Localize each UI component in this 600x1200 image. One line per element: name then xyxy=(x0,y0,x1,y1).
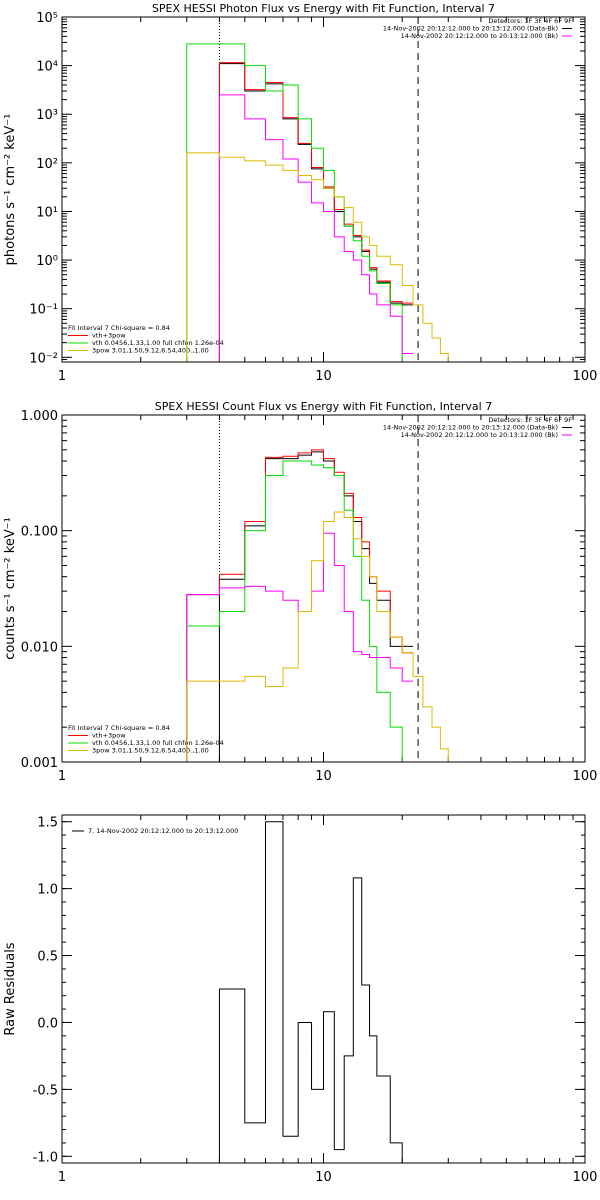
y-tick-label: 10⁻¹ xyxy=(29,303,58,318)
series-line-4 xyxy=(186,511,460,762)
photon-flux-ylabel: photons s⁻¹ cm⁻² keV⁻¹ xyxy=(3,114,18,266)
series-line-2 xyxy=(186,460,414,762)
fit-legend-line: vth+3pow xyxy=(92,732,126,740)
plot-frame xyxy=(61,814,586,1164)
y-tick-label: 10⁴ xyxy=(36,60,58,75)
series-line-4 xyxy=(186,152,460,362)
fit-legend-line: vth+3pow xyxy=(92,332,126,340)
x-tick-label: 100 xyxy=(573,1170,598,1185)
plot-frame xyxy=(61,16,586,363)
x-minor-ticks xyxy=(140,17,574,362)
y-tick-label: 10¹ xyxy=(36,205,58,220)
x-tick-label: 10 xyxy=(315,369,332,384)
photon-flux-title: SPEX HESSI Photon Flux vs Energy with Fi… xyxy=(152,2,495,15)
fit-legend-line: vth 0.0456,1.33,1.00 full chfon 1.26e-04 xyxy=(92,739,224,747)
fit-legend-line: 3pow 3.01,1.50,9.12,6.54,400.,1.00 xyxy=(92,347,209,355)
fit-legend-line: Fit Interval 7 Chi-square = 0.84 xyxy=(68,724,170,732)
y-tick-label: 10⁵ xyxy=(36,11,58,26)
count-flux-panel: SPEX HESSI Count Flux vs Energy with Fit… xyxy=(3,400,597,784)
x-tick-label: 100 xyxy=(573,769,598,784)
count-flux-title: SPEX HESSI Count Flux vs Energy with Fit… xyxy=(155,400,492,413)
fit-legend-line: 3pow 3.01,1.50,9.12,6.54,400.,1.00 xyxy=(92,747,209,755)
legend-label: 7. 14-Nov-2002 20:12:12.000 to 20:13:12.… xyxy=(88,827,238,835)
x-tick-label: 100 xyxy=(573,369,598,384)
count-flux-fit-legend: Fit Interval 7 Chi-square = 0.84 vth+3po… xyxy=(68,724,224,755)
fit-legend-line: Fit Interval 7 Chi-square = 0.84 xyxy=(68,324,170,332)
series-line-3 xyxy=(186,532,414,762)
info-line: 14-Nov-2002 20:12:12.000 to 20:13:12.000… xyxy=(383,25,558,33)
info-line: 14-Nov-2002 20:12:12.000 to 20:13:12.000… xyxy=(401,431,558,439)
info-line: Detectors: 1F 3F 4F 6F 9F xyxy=(488,17,572,25)
x-tick-label: 10 xyxy=(315,1170,332,1185)
plot-frame xyxy=(61,414,586,763)
x-tick-label: 1 xyxy=(58,369,66,384)
series-line-1 xyxy=(186,449,414,762)
y-tick-label: 0.001 xyxy=(21,756,58,771)
y-tick-label: 1.000 xyxy=(21,409,58,424)
photon-flux-info: Detectors: 1F 3F 4F 6F 9F 14-Nov-2002 20… xyxy=(383,17,572,40)
x-tick-label: 10 xyxy=(315,769,332,784)
fit-legend-line: vth 0.0456,1.33,1.00 full chfon 1.26e-04 xyxy=(92,339,224,347)
info-line: 14-Nov-2002 20:12:12.000 to 20:13:12.000… xyxy=(383,424,558,432)
y-tick-label: -1.0 xyxy=(33,1150,58,1165)
photon-flux-fit-legend: Fit Interval 7 Chi-square = 0.84 vth+3po… xyxy=(68,324,224,355)
info-line: Detectors: 1F 3F 4F 6F 9F xyxy=(488,416,572,424)
photon-flux-panel: SPEX HESSI Photon Flux vs Energy with Fi… xyxy=(3,2,597,384)
residuals-legend: 7. 14-Nov-2002 20:12:12.000 to 20:13:12.… xyxy=(88,827,238,835)
series-line-3 xyxy=(218,94,414,362)
y-tick-label: 1.0 xyxy=(37,883,58,898)
count-flux-info: Detectors: 1F 3F 4F 6F 9F 14-Nov-2002 20… xyxy=(383,416,572,439)
y-tick-label: 0.100 xyxy=(21,525,58,540)
series-line-1 xyxy=(218,62,414,362)
y-tick-label: 10⁻² xyxy=(29,351,58,366)
residuals-panel: Raw Residuals 7. 14-Nov-2002 20:12:12.00… xyxy=(3,814,598,1185)
series-line-2 xyxy=(186,43,414,362)
y-tick-label: -0.5 xyxy=(33,1083,58,1098)
residuals-ylabel: Raw Residuals xyxy=(3,942,18,1035)
y-tick-label: 10³ xyxy=(36,108,58,123)
y-tick-label: 10⁰ xyxy=(36,254,58,269)
count-flux-ylabel: counts s⁻¹ cm⁻² keV⁻¹ xyxy=(3,517,18,660)
y-tick-label: 0.5 xyxy=(37,950,58,965)
info-line: 14-Nov-2002 20:12:12.000 to 20:13:12.000… xyxy=(401,32,558,40)
x-tick-label: 1 xyxy=(58,769,66,784)
y-tick-label: 0.010 xyxy=(21,640,58,655)
series-line-0 xyxy=(218,821,414,1163)
y-tick-label: 0.0 xyxy=(37,1016,58,1031)
series-line-0 xyxy=(218,451,414,762)
x-tick-label: 1 xyxy=(58,1170,66,1185)
series-line-0 xyxy=(218,63,414,362)
x-minor-ticks xyxy=(140,815,574,1163)
y-tick-label: 10² xyxy=(36,157,58,172)
x-minor-ticks xyxy=(140,415,574,762)
y-tick-label: 1.5 xyxy=(37,816,58,831)
